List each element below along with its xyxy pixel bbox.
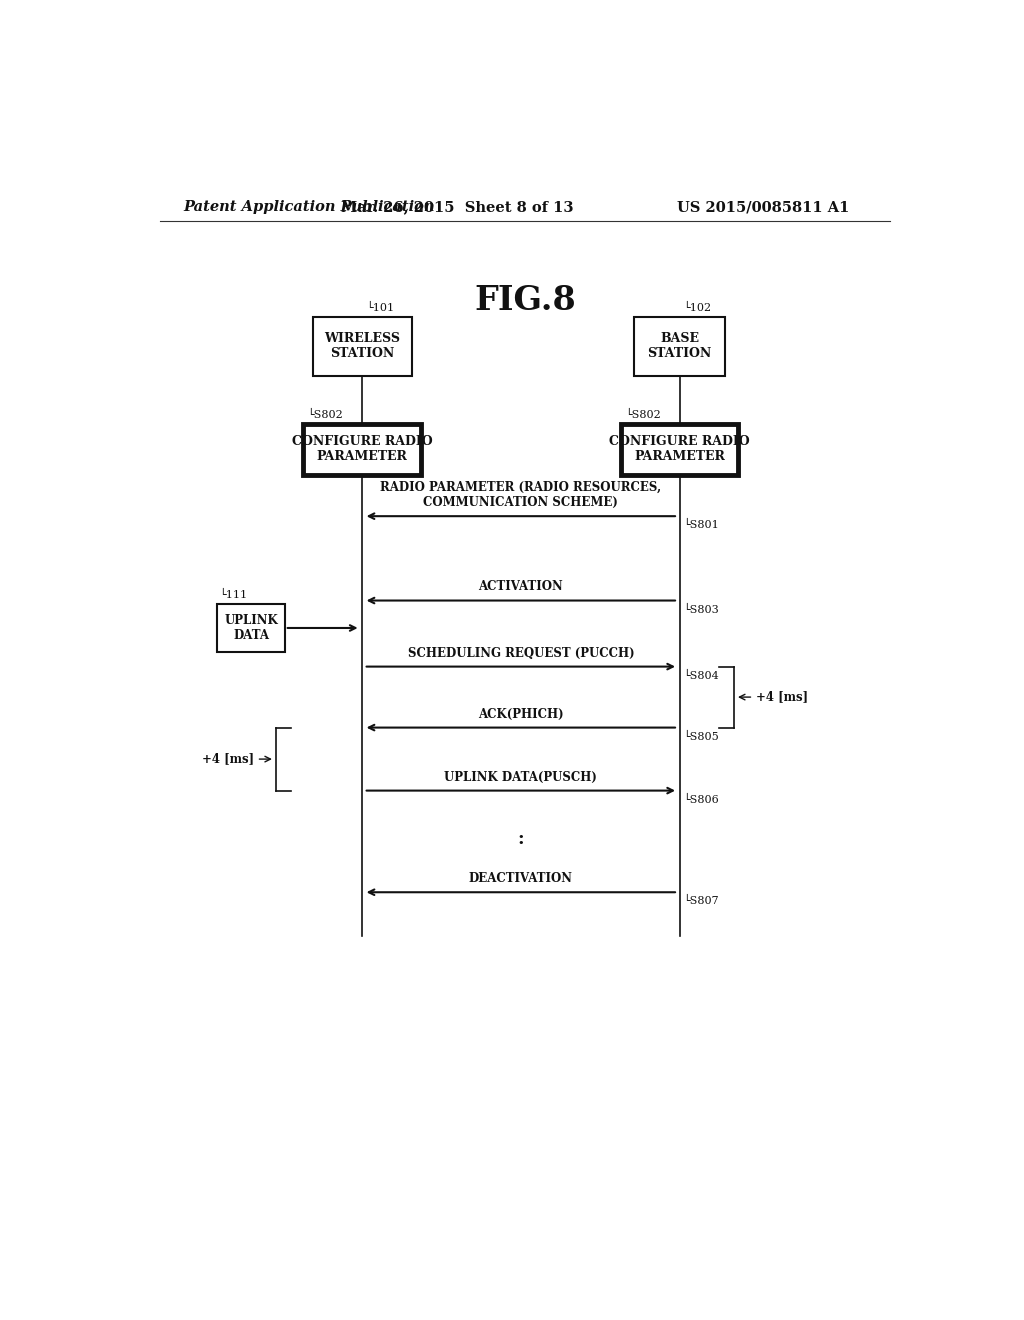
Text: UPLINK
DATA: UPLINK DATA bbox=[224, 614, 278, 642]
Text: +4 [ms]: +4 [ms] bbox=[756, 690, 808, 704]
Text: └S806: └S806 bbox=[683, 795, 719, 805]
FancyBboxPatch shape bbox=[621, 424, 738, 474]
Text: :: : bbox=[517, 830, 524, 849]
Text: SCHEDULING REQUEST (PUCCH): SCHEDULING REQUEST (PUCCH) bbox=[408, 647, 634, 660]
Text: └S801: └S801 bbox=[683, 520, 719, 531]
Text: US 2015/0085811 A1: US 2015/0085811 A1 bbox=[677, 201, 849, 214]
Text: └101: └101 bbox=[367, 302, 394, 313]
Text: └S807: └S807 bbox=[683, 896, 719, 907]
Text: └S804: └S804 bbox=[683, 671, 719, 681]
FancyBboxPatch shape bbox=[634, 317, 725, 376]
Text: CONFIGURE RADIO
PARAMETER: CONFIGURE RADIO PARAMETER bbox=[292, 436, 432, 463]
Text: +4 [ms]: +4 [ms] bbox=[202, 752, 254, 766]
Text: ACK(PHICH): ACK(PHICH) bbox=[478, 708, 563, 721]
Text: └S802: └S802 bbox=[307, 409, 343, 420]
Text: ACTIVATION: ACTIVATION bbox=[478, 581, 563, 594]
Text: RADIO PARAMETER (RADIO RESOURCES,
COMMUNICATION SCHEME): RADIO PARAMETER (RADIO RESOURCES, COMMUN… bbox=[380, 480, 662, 510]
Text: FIG.8: FIG.8 bbox=[474, 284, 575, 317]
FancyBboxPatch shape bbox=[217, 603, 285, 652]
Text: Patent Application Publication: Patent Application Publication bbox=[183, 201, 435, 214]
Text: └S803: └S803 bbox=[683, 605, 719, 615]
FancyBboxPatch shape bbox=[312, 317, 412, 376]
Text: Mar. 26, 2015  Sheet 8 of 13: Mar. 26, 2015 Sheet 8 of 13 bbox=[341, 201, 573, 214]
Text: └102: └102 bbox=[684, 302, 712, 313]
Text: └111: └111 bbox=[219, 590, 247, 599]
Text: BASE
STATION: BASE STATION bbox=[647, 333, 712, 360]
Text: CONFIGURE RADIO
PARAMETER: CONFIGURE RADIO PARAMETER bbox=[609, 436, 750, 463]
Text: └S802: └S802 bbox=[625, 409, 660, 420]
Text: UPLINK DATA(PUSCH): UPLINK DATA(PUSCH) bbox=[444, 771, 597, 784]
Text: DEACTIVATION: DEACTIVATION bbox=[469, 873, 572, 886]
FancyBboxPatch shape bbox=[303, 424, 421, 474]
Text: └S805: └S805 bbox=[683, 731, 719, 742]
Text: WIRELESS
STATION: WIRELESS STATION bbox=[325, 333, 400, 360]
